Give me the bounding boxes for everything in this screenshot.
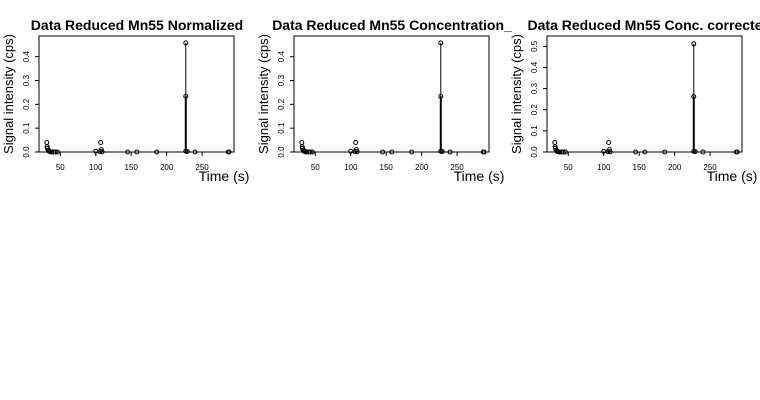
data-point	[98, 139, 104, 145]
data-point	[52, 149, 58, 155]
data-point	[662, 149, 668, 155]
y-tick-label: 0.1	[22, 122, 31, 134]
y-tick-label: 0.0	[530, 146, 539, 158]
chart-title: Data Reduced Mn55 Normalized	[31, 17, 243, 33]
x-tick-label: 150	[125, 163, 139, 172]
data-point	[98, 147, 104, 153]
x-tick-label: 250	[450, 163, 464, 172]
y-tick-label: 0.2	[277, 98, 286, 110]
data-point	[183, 40, 189, 46]
y-axis-label: Signal intensity (cps)	[256, 34, 271, 154]
data-point	[560, 149, 566, 155]
data-point	[438, 40, 444, 46]
data-point	[354, 149, 360, 155]
data-point	[353, 139, 359, 145]
data-point	[380, 149, 386, 155]
data-point	[562, 149, 568, 155]
y-tick-label: 0.2	[22, 98, 31, 110]
plot-frame	[38, 35, 235, 153]
y-tick-label: 0.4	[22, 51, 31, 63]
x-tick-label: 100	[89, 163, 103, 172]
data-point	[691, 41, 697, 47]
chart-title: Data Reduced Mn55 Concentration_	[272, 17, 512, 33]
x-tick-label: 200	[415, 163, 429, 172]
data-point	[691, 94, 697, 100]
x-axis-label: Time (s)	[454, 168, 505, 184]
y-tick-label: 0.1	[277, 122, 286, 134]
y-tick-label: 0.2	[530, 104, 539, 116]
y-tick-label: 0.0	[22, 146, 31, 158]
x-axis-label: Time (s)	[199, 168, 250, 184]
y-tick-label: 0.1	[530, 125, 539, 137]
data-point	[439, 149, 445, 155]
data-point	[307, 149, 313, 155]
data-point	[447, 149, 453, 155]
data-point	[633, 149, 639, 155]
x-tick-label: 50	[311, 163, 320, 172]
data-point	[183, 93, 189, 99]
data-point	[552, 139, 558, 145]
data-point	[54, 149, 60, 155]
y-axis-label: Signal intensity (cps)	[1, 34, 16, 154]
data-point	[44, 139, 50, 145]
x-tick-label: 150	[633, 163, 647, 172]
data-point	[389, 149, 395, 155]
x-tick-label: 250	[195, 163, 209, 172]
y-tick-label: 0.3	[277, 74, 286, 86]
data-point	[184, 149, 190, 155]
y-tick-label: 0.4	[530, 61, 539, 73]
plot-frame	[546, 35, 743, 153]
data-point	[353, 147, 359, 153]
chart-title: Data Reduced Mn55 Conc. correcte	[528, 17, 760, 33]
data-point	[299, 139, 305, 145]
x-tick-label: 100	[597, 163, 611, 172]
data-point	[692, 149, 698, 155]
data-point	[99, 149, 105, 155]
data-point	[226, 149, 232, 155]
data-point	[192, 149, 198, 155]
x-tick-label: 200	[668, 163, 682, 172]
data-point	[409, 149, 415, 155]
x-tick-label: 50	[56, 163, 65, 172]
plot-frame	[293, 35, 490, 153]
data-point	[607, 149, 613, 155]
data-point	[481, 149, 487, 155]
x-tick-label: 250	[703, 163, 717, 172]
x-axis-label: Time (s)	[707, 168, 758, 184]
y-axis-label: Signal intensity (cps)	[509, 34, 524, 154]
data-point	[700, 149, 706, 155]
chart-panel-3: Data Reduced Mn55 Conc. correcte Time (s)…	[509, 17, 760, 184]
x-tick-label: 200	[160, 163, 174, 172]
x-tick-label: 150	[380, 163, 394, 172]
chart-panel-2: Data Reduced Mn55 Concentration_ Time (s)…	[256, 17, 512, 184]
y-tick-label: 0.3	[22, 74, 31, 86]
data-point	[734, 149, 740, 155]
x-tick-label: 100	[344, 163, 358, 172]
y-tick-label: 0.0	[277, 146, 286, 158]
data-point	[606, 139, 612, 145]
data-point	[438, 93, 444, 99]
chart-panel-1: Data Reduced Mn55 Normalized Time (s) Sign…	[1, 17, 249, 184]
data-point	[134, 149, 140, 155]
data-point	[125, 149, 131, 155]
data-point	[154, 149, 160, 155]
data-point	[309, 149, 315, 155]
data-point	[642, 149, 648, 155]
y-tick-label: 0.3	[530, 82, 539, 94]
y-tick-label: 0.4	[277, 51, 286, 63]
y-tick-label: 0.5	[530, 40, 539, 52]
x-tick-label: 50	[564, 163, 573, 172]
